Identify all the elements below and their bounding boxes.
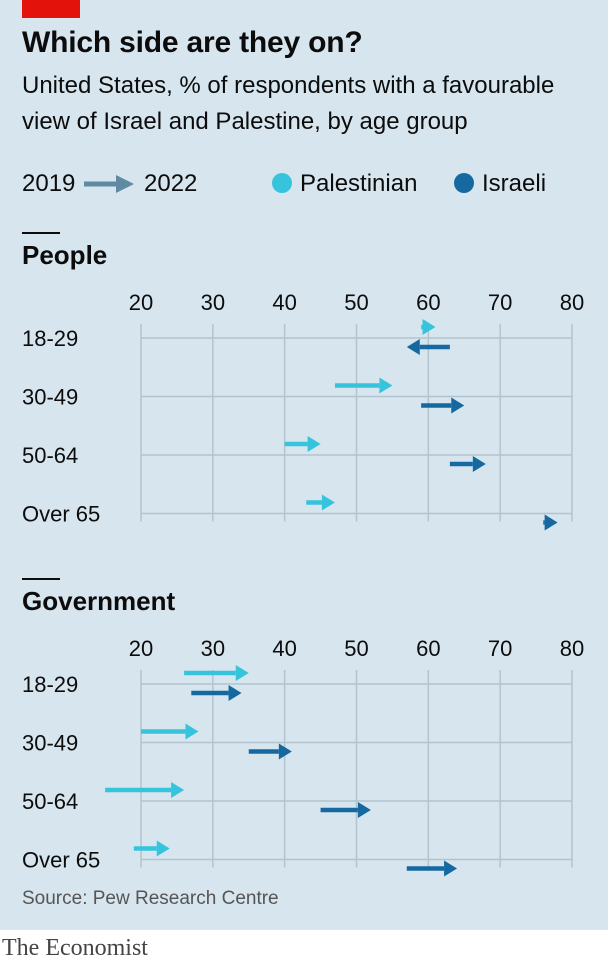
people-israeli-arrow-head <box>406 339 420 355</box>
people-palestinian-arrow-head <box>307 436 321 452</box>
people-palestinian-arrow-head <box>321 494 335 511</box>
charts-svg: People 20 30 40 50 60 70 80 18-29 30-49 50-64 Over … <box>22 232 584 877</box>
government-israeli-arrow-head <box>357 802 371 818</box>
government-row-label: 50-64 <box>22 789 78 814</box>
people-israeli-arrow-head <box>472 456 486 472</box>
government-tick-label-80: 80 <box>560 636 584 661</box>
people-israeli-arrow-head <box>544 514 558 531</box>
people-row-label: 18-29 <box>22 326 78 351</box>
legend-israeli: Israeli <box>454 168 546 200</box>
economist-logo: The Economist <box>2 935 148 961</box>
people-palestinian-arrow-head <box>422 319 436 335</box>
government-tick-label-50: 50 <box>344 636 368 661</box>
people-palestinian-arrow-head <box>379 377 393 394</box>
subtitle-line-1: United States, % of respondents with a f… <box>22 72 555 99</box>
legend-from-year: 2019 <box>22 170 76 197</box>
government-tick-label-30: 30 <box>201 636 225 661</box>
legend-palestinian-label: Palestinian <box>300 170 418 197</box>
legend-palestinian: Palestinian <box>272 168 417 200</box>
government-israeli-arrow-head <box>444 860 458 877</box>
government-tick-label-20: 20 <box>129 636 153 661</box>
government-israeli-arrow-head <box>228 685 242 701</box>
government-tick-label-60: 60 <box>416 636 440 661</box>
people-panel-title: People <box>22 240 107 270</box>
people-tick-label-30: 30 <box>201 290 225 315</box>
people-tick-label-20: 20 <box>129 290 153 315</box>
government-tick-label-40: 40 <box>272 636 296 661</box>
chart-subtitle: United States, % of respondents with a f… <box>22 68 602 140</box>
people-tick-label-60: 60 <box>416 290 440 315</box>
legend: 2019 2022 Palestinian Israeli <box>22 168 602 200</box>
people-tick-label-50: 50 <box>344 290 368 315</box>
legend-israeli-label: Israeli <box>482 170 547 197</box>
government-palestinian-arrow-head <box>156 840 170 857</box>
people-row-label: 50-64 <box>22 443 78 468</box>
chart-title: Which side are they on? <box>22 26 363 59</box>
government-panel-title: Government <box>22 586 175 616</box>
government-tick-label-70: 70 <box>488 636 512 661</box>
chart-panel <box>0 0 608 930</box>
subtitle-line-2: view of Israel and Palestine, by age gro… <box>22 108 468 135</box>
people-row-label: Over 65 <box>22 502 100 527</box>
people-row-label: 30-49 <box>22 385 78 410</box>
source-note: Source: Pew Research Centre <box>22 888 279 909</box>
government-row-label: 18-29 <box>22 672 78 697</box>
palestinian-swatch-icon <box>272 173 292 193</box>
legend-to-year: 2022 <box>144 170 198 197</box>
government-palestinian-arrow-head <box>185 723 199 740</box>
government-palestinian-arrow-head <box>235 665 249 681</box>
government-israeli-arrow-head <box>278 743 292 760</box>
government-palestinian-arrow-head <box>171 782 185 798</box>
people-tick-label-40: 40 <box>272 290 296 315</box>
people-israeli-arrow-head <box>451 397 465 414</box>
economist-red-tag <box>22 0 80 18</box>
people-tick-label-70: 70 <box>488 290 512 315</box>
people-tick-label-80: 80 <box>560 290 584 315</box>
israeli-swatch-icon <box>454 173 474 193</box>
government-row-label: Over 65 <box>22 848 100 873</box>
legend-arrow-icon <box>84 175 134 193</box>
government-row-label: 30-49 <box>22 731 78 756</box>
